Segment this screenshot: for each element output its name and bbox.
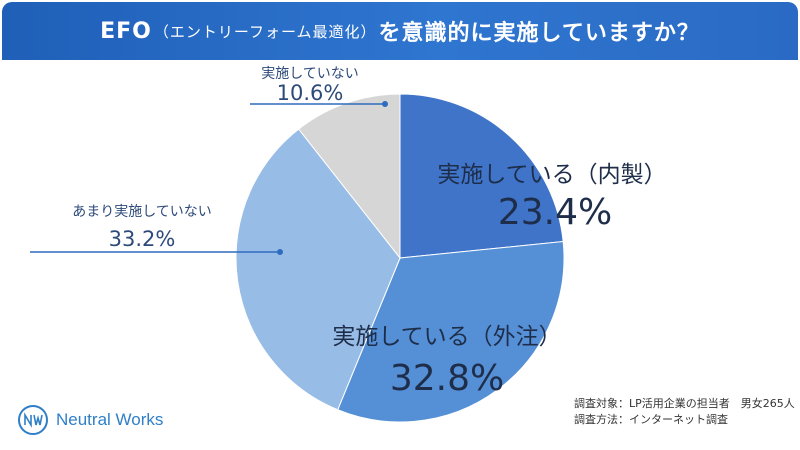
pie-slices xyxy=(235,93,565,423)
slice-label-outsourced: 実施している（外注） xyxy=(332,324,561,350)
title-paren: （エントリーフォーム最適化） xyxy=(153,22,377,41)
leader-lines xyxy=(30,101,388,255)
logo-mark-icon xyxy=(18,405,48,435)
slice-value-outsourced: 32.8% xyxy=(390,358,504,399)
source-line-method: 調査方法：インターネット調査 xyxy=(574,413,728,426)
leader-dot-not-implemented xyxy=(382,101,388,107)
slice-label-rarely: あまり実施していない xyxy=(72,204,212,220)
source-line-target: 調査対象：LP活用企業の担当者 男女265人 xyxy=(574,397,795,410)
title-suffix: を意識的に実施していますか？ xyxy=(378,21,700,46)
pie-slice-outsourced xyxy=(337,240,565,423)
slice-label-not-implemented: 実施していない xyxy=(261,66,359,82)
pie-slice-rarely xyxy=(235,128,401,411)
pie-slice-inhouse xyxy=(399,93,564,259)
slice-value-not-implemented: 10.6% xyxy=(277,81,344,105)
slice-label-inhouse: 実施している（内製） xyxy=(437,162,666,188)
brand-logo: Neutral Works xyxy=(18,405,163,435)
survey-source: 調査対象：LP活用企業の担当者 男女265人 調査方法：インターネット調査 xyxy=(574,396,795,428)
title-prefix: EFO xyxy=(100,18,152,44)
slice-value-inhouse: 23.4% xyxy=(498,192,612,233)
slice-value-rarely: 33.2% xyxy=(109,227,176,251)
logo-text: Neutral Works xyxy=(56,410,164,429)
title-bar: EFO （エントリーフォーム最適化） を意識的に実施していますか？ xyxy=(2,2,798,60)
pie-slice-not-implemented xyxy=(297,93,401,260)
leader-dot-rarely xyxy=(277,249,283,255)
